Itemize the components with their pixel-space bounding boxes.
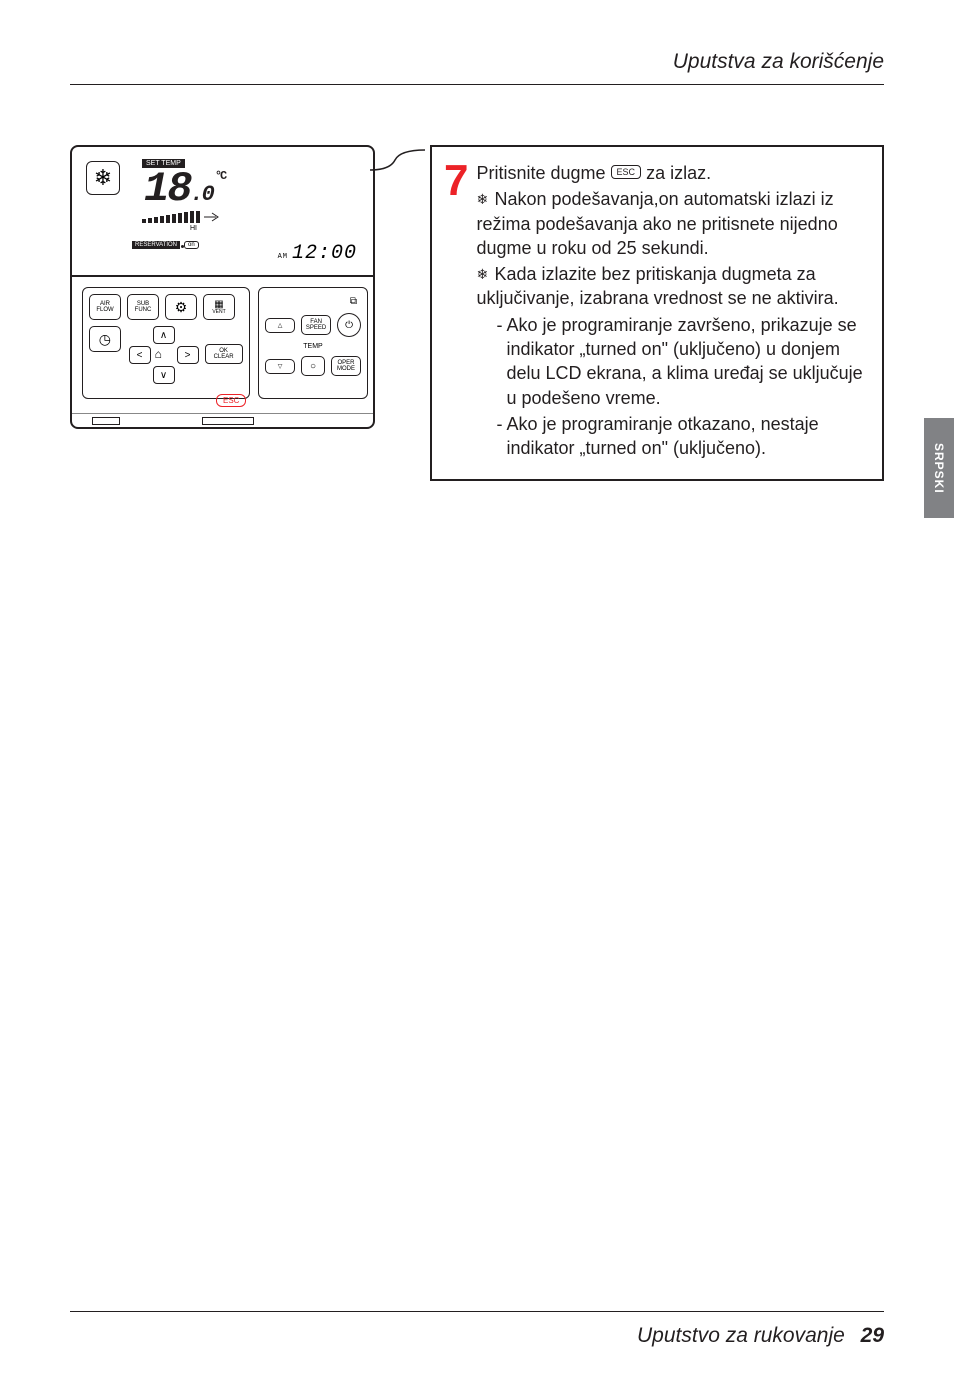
- step-main-line: Pritisnite dugme ESC za izlaz.: [476, 161, 866, 185]
- step-text: Pritisnite dugme ESC za izlaz. ❄Nakon po…: [476, 161, 866, 461]
- power-button[interactable]: ⏻: [337, 313, 361, 337]
- lcd-screen: ❄ SET TEMP 18.0°C: [72, 147, 373, 277]
- content-row: ❄ SET TEMP 18.0°C: [70, 145, 884, 481]
- text-part-b: za izlaz.: [641, 163, 711, 183]
- snowflake-bullet-icon: ❄: [476, 265, 490, 284]
- timer-button[interactable]: ◷: [89, 326, 121, 352]
- dash-2-text: - Ako je programiranje otkazano, nestaje…: [496, 414, 818, 458]
- settings-button[interactable]: ⚙: [165, 294, 197, 320]
- button-panel: AIR FLOW SUB FUNC ⚙ ▦VENT ◷ ∧ < > ∨: [72, 277, 373, 413]
- temp-down-button[interactable]: ▽: [265, 359, 295, 374]
- am-label: AM: [278, 253, 288, 261]
- snowflake-bullet-icon: ❄: [476, 190, 490, 209]
- footer-text: Uputstvo za rukovanje 29: [70, 1324, 884, 1348]
- up-arrow-button[interactable]: ∧: [153, 326, 175, 344]
- left-arrow-button[interactable]: <: [129, 346, 151, 364]
- footer-label: Uputstvo za rukovanje: [637, 1324, 845, 1347]
- esc-inline-icon: ESC: [611, 165, 642, 179]
- dash-1-text: - Ako je programiranje završeno, prikazu…: [496, 315, 862, 408]
- circle-button[interactable]: ○: [301, 356, 325, 376]
- bullet-1-text: Nakon podešavanja,on automatski izlazi i…: [476, 189, 837, 258]
- reservation-indicator: RESERVATION on: [132, 241, 199, 249]
- right-button-group: ⧉ △ FAN SPEED ⏻ TEMP ▽ ○ OPER MODE: [258, 287, 368, 399]
- temp-unit: °C: [215, 169, 225, 183]
- connector-line: [375, 145, 430, 195]
- sub-func-button[interactable]: SUB FUNC: [127, 294, 159, 320]
- time-value: 12:00: [292, 242, 357, 265]
- snowflake-icon: ❄: [86, 161, 120, 195]
- step-number: 7: [444, 161, 468, 201]
- bullet-2-text: Kada izlazite bez pritiskanja dugmeta za…: [476, 264, 838, 308]
- header-rule: [70, 84, 884, 85]
- text-part-a: Pritisnite dugme: [476, 163, 610, 183]
- remote-foot: [72, 413, 373, 427]
- bullet-2: ❄Kada izlazite bez pritiskanja dugmeta z…: [476, 262, 866, 311]
- temp-decimal: .0: [190, 182, 212, 207]
- step-box: 7 Pritisnite dugme ESC za izlaz. ❄Nakon …: [430, 145, 884, 481]
- vent-button[interactable]: ▦VENT: [203, 294, 235, 320]
- remote-diagram: ❄ SET TEMP 18.0°C: [70, 145, 375, 429]
- fan-bars-icon: [142, 211, 232, 225]
- air-flow-button[interactable]: AIR FLOW: [89, 294, 121, 320]
- page-number: 29: [861, 1324, 884, 1347]
- ok-clear-button[interactable]: OK CLEAR: [205, 344, 243, 364]
- right-arrow-button[interactable]: >: [177, 346, 199, 364]
- left-button-group: AIR FLOW SUB FUNC ⚙ ▦VENT ◷ ∧ < > ∨: [82, 287, 250, 399]
- header-title: Uputstva za korišćenje: [70, 50, 884, 84]
- bullet-1: ❄Nakon podešavanja,on automatski izlazi …: [476, 187, 866, 260]
- footer-rule: [70, 1311, 884, 1312]
- fan-speed-button[interactable]: FAN SPEED: [301, 315, 331, 335]
- temp-readout: 18.0°C: [144, 165, 223, 213]
- home-icon: ⌂: [155, 347, 162, 361]
- temp-label: TEMP: [265, 343, 361, 350]
- esc-button[interactable]: ESC: [216, 394, 246, 407]
- reservation-badge: RESERVATION: [132, 241, 180, 249]
- clock-readout: AM 12:00: [278, 242, 357, 265]
- dash-1: - Ako je programiranje završeno, prikazu…: [476, 313, 866, 410]
- on-badge: on: [184, 241, 199, 249]
- footer: Uputstvo za rukovanje 29: [70, 1311, 884, 1348]
- down-arrow-button[interactable]: ∨: [153, 366, 175, 384]
- oper-mode-button[interactable]: OPER MODE: [331, 356, 361, 376]
- temp-value: 18: [144, 165, 190, 213]
- language-tab: SRPSKI: [924, 418, 954, 518]
- hi-label: HI: [190, 225, 197, 232]
- temp-up-button[interactable]: △: [265, 318, 295, 333]
- link-icon: ⧉: [265, 296, 361, 307]
- dash-2: - Ako je programiranje otkazano, nestaje…: [476, 412, 866, 461]
